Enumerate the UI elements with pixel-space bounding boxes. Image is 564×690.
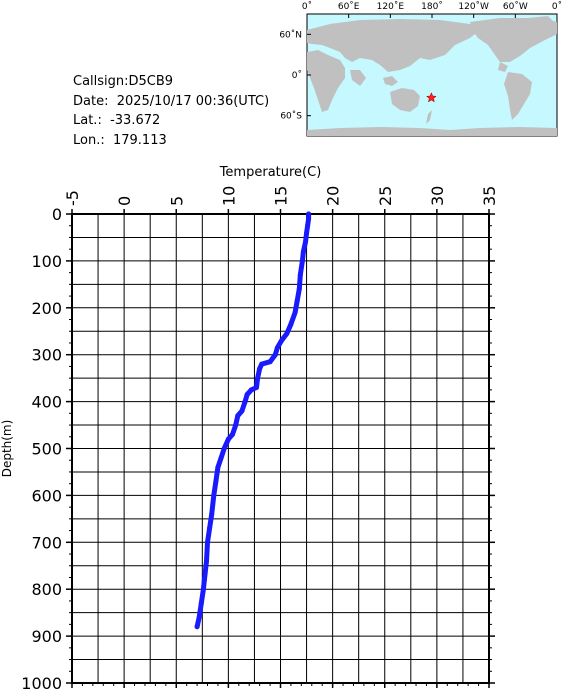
temperature-profile-point — [296, 286, 302, 292]
y-axis-label: Depth(m) — [0, 420, 14, 478]
land-south-america — [504, 72, 532, 120]
y-tick-label: 500 — [31, 440, 62, 459]
x-tick-label: 15 — [272, 186, 291, 206]
temperature-profile-point — [300, 249, 306, 254]
land-australia — [390, 88, 420, 112]
temperature-profile-point — [272, 352, 278, 358]
temperature-profile-point — [304, 230, 310, 236]
land-greenland — [528, 16, 554, 32]
y-tick-label: 600 — [31, 486, 62, 505]
x-axis-label: Temperature(C) — [219, 165, 322, 180]
land-central-america — [498, 62, 508, 72]
temperature-profile-point — [305, 223, 311, 229]
y-tick-label: 400 — [31, 393, 62, 412]
temperature-profile-point — [205, 539, 210, 545]
temperature-profile-point — [207, 525, 213, 531]
y-tick-label: 1000 — [21, 674, 62, 690]
map-land — [307, 16, 557, 136]
latitude-text: Lat.: -33.672 — [73, 113, 161, 128]
land-india — [350, 70, 366, 86]
temperature-profile-point — [225, 436, 231, 442]
temperature-profile-point — [303, 239, 308, 245]
temperature-profile-point — [279, 338, 284, 344]
location-marker-star — [425, 92, 437, 103]
temperature-profile-point — [215, 464, 221, 470]
temperature-profile-point — [233, 422, 239, 428]
longitude-text: Lon.: 179.113 — [73, 132, 167, 148]
temperature-profile-point — [292, 310, 298, 315]
temperature-profile-point — [297, 272, 303, 278]
temperature-profile-point — [267, 359, 273, 365]
temperature-profile-point — [299, 258, 305, 264]
temperature-profile-point — [239, 408, 245, 414]
y-tick-label: 300 — [31, 346, 62, 365]
temperature-profile-point — [211, 492, 217, 498]
map-lon-label: 0˚ — [552, 1, 562, 12]
y-tick-label: 900 — [31, 627, 62, 646]
temperature-profile-point — [213, 478, 219, 484]
land-se-asia — [383, 76, 398, 86]
y-tick-label: 800 — [31, 580, 62, 599]
temperature-profile-point — [288, 321, 294, 327]
temperature-profile-point — [201, 577, 207, 583]
temperature-profile-point — [306, 211, 312, 217]
date-text: Date: 2025/10/17 00:36(UTC) — [73, 93, 270, 109]
x-tick-label: 5 — [167, 196, 186, 206]
map-lon-label: 60˚W — [503, 1, 528, 12]
x-tick-label: 25 — [376, 186, 395, 206]
temperature-profile-point — [196, 614, 202, 620]
temperature-profile-point — [242, 399, 248, 405]
map-lat-label: 60˚N — [279, 29, 302, 40]
temperature-profile-point — [255, 375, 261, 381]
y-tick-label: 100 — [31, 252, 62, 271]
temperature-profile-point — [254, 385, 259, 390]
map-lon-label: 180˚ — [421, 1, 443, 12]
y-tick-label: 200 — [31, 299, 62, 318]
temperature-profile-point — [204, 558, 209, 564]
temperature-profile-point — [257, 366, 263, 372]
callsign-text: Callsign:D5CB9 — [73, 74, 174, 89]
temperature-profile-point — [218, 455, 224, 461]
x-tick-label: 20 — [324, 186, 343, 206]
temperature-profile-point — [200, 586, 206, 592]
map-lon-label: 0˚ — [302, 1, 312, 12]
map-lon-label: 120˚E — [377, 1, 405, 12]
temperature-profile-point — [306, 216, 312, 222]
y-tick-label: 700 — [31, 533, 62, 552]
land-antarctica — [307, 127, 557, 136]
temperature-profile-point — [259, 361, 265, 367]
map-lon-label: 120˚W — [458, 1, 489, 12]
x-tick-label: -5 — [63, 190, 82, 206]
y-tick-label: 0 — [52, 205, 62, 224]
temperature-profile-point — [194, 624, 200, 630]
float-info: Callsign:D5CB9 Date: 2025/10/17 00:36(UT… — [73, 72, 269, 150]
temperature-profile-point — [221, 446, 227, 451]
land-eurasia — [307, 19, 480, 72]
temperature-profile-point — [235, 413, 241, 419]
land-new-zealand — [426, 110, 432, 124]
temperature-profile-point — [248, 387, 254, 393]
map-lat-label: 60˚S — [280, 111, 302, 122]
temperature-profile-point — [198, 600, 204, 606]
temperature-profile-point — [274, 345, 280, 351]
land-africa — [307, 50, 345, 112]
x-tick-label: 30 — [428, 186, 447, 206]
temperature-profile-point — [284, 331, 290, 337]
x-tick-label: 10 — [219, 186, 238, 206]
map-lat-label: 0˚ — [292, 70, 302, 81]
temperature-profile-point — [230, 431, 235, 437]
x-tick-label: 35 — [480, 186, 499, 206]
map-lon-label: 60˚E — [338, 1, 360, 12]
temperature-profile-point — [209, 511, 215, 517]
x-tick-label: 0 — [115, 196, 134, 206]
temperature-profile-point — [294, 298, 300, 304]
temperature-profile-line — [194, 211, 312, 630]
temperature-profile-point — [244, 392, 250, 398]
